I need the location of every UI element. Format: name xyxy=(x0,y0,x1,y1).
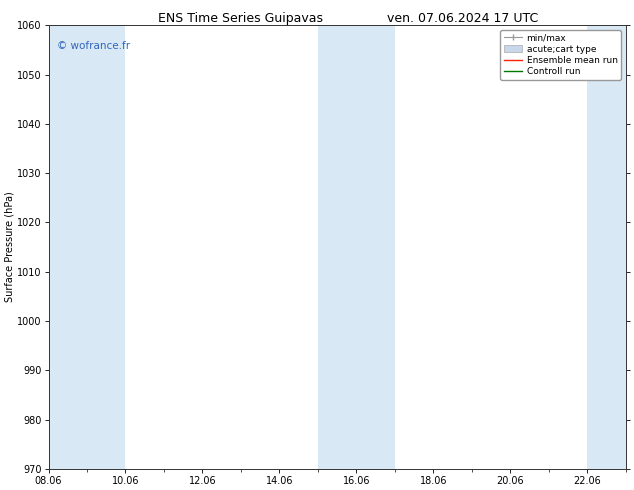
Bar xyxy=(318,25,395,469)
Legend: min/max, acute;cart type, Ensemble mean run, Controll run: min/max, acute;cart type, Ensemble mean … xyxy=(500,30,621,80)
Text: ven. 07.06.2024 17 UTC: ven. 07.06.2024 17 UTC xyxy=(387,12,538,25)
Bar xyxy=(587,25,634,469)
Y-axis label: Surface Pressure (hPa): Surface Pressure (hPa) xyxy=(4,192,14,302)
Text: ENS Time Series Guipavas: ENS Time Series Guipavas xyxy=(158,12,323,25)
Bar xyxy=(49,25,126,469)
Text: © wofrance.fr: © wofrance.fr xyxy=(57,41,131,51)
